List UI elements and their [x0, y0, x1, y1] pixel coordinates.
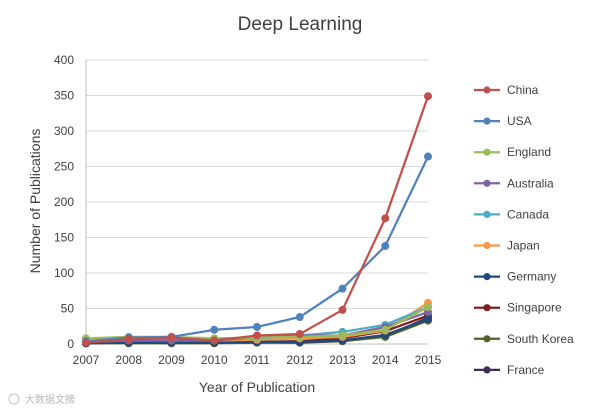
watermark-text: 大数据文摘 [25, 393, 75, 406]
legend-item-australia: Australia [474, 176, 554, 190]
chart-title: Deep Learning [238, 14, 363, 35]
legend-label: China [507, 83, 539, 97]
legend-item-china: China [474, 83, 539, 97]
y-tick-label: 150 [54, 231, 74, 245]
legend-marker [483, 179, 491, 187]
legend-item-usa: USA [474, 114, 532, 128]
data-point-england [338, 331, 347, 340]
axes: 0 50 100 150 200 250 300 350 400 2007 2008 2009 2010… [54, 53, 442, 367]
data-point-england [423, 303, 432, 312]
legend-label: England [507, 145, 551, 159]
data-point-usa [423, 152, 432, 161]
legend-item-singapore: Singapore [474, 301, 562, 315]
data-point-china [295, 330, 304, 339]
y-tick-label: 100 [54, 266, 74, 280]
y-axis-title: Number of Publications [27, 129, 43, 274]
y-tick-label: 350 [54, 89, 74, 103]
legend-marker [483, 148, 491, 156]
x-tick-label: 2012 [286, 353, 313, 367]
data-point-usa [381, 242, 390, 251]
grid [86, 59, 428, 345]
legend-marker [483, 304, 491, 312]
series-line-usa [85, 156, 430, 343]
legend-marker [483, 117, 491, 125]
legend-label: Canada [507, 207, 549, 221]
legend-item-england: England [474, 145, 551, 159]
x-tick-label: 2015 [415, 353, 442, 367]
series-china [82, 92, 432, 347]
watermark: 大数据文摘 [8, 393, 75, 406]
y-tick-label: 250 [54, 160, 74, 174]
legend-label: Australia [507, 176, 554, 190]
x-tick-label: 2010 [201, 353, 228, 367]
legend-marker [483, 335, 491, 343]
legend-item-japan: Japan [474, 239, 540, 253]
data-point-usa [252, 322, 261, 331]
y-tick-label: 0 [67, 337, 74, 351]
data-point-england [381, 325, 390, 334]
legend-label: Japan [507, 239, 540, 253]
legend-item-france: France [474, 363, 545, 377]
data-point-china [423, 92, 432, 101]
series-group [82, 92, 432, 348]
y-tick-label: 200 [54, 195, 74, 209]
legend-label: Singapore [507, 301, 562, 315]
legend-marker [483, 273, 491, 281]
legend-item-canada: Canada [474, 207, 549, 221]
data-point-usa [338, 284, 347, 293]
x-tick-label: 2008 [115, 353, 142, 367]
series-line-china [85, 95, 430, 344]
legend-label: Germany [507, 270, 556, 284]
legend: China USA England Australia Canada Japan Germa… [474, 83, 574, 377]
data-point-china [338, 305, 347, 314]
x-tick-label: 2014 [372, 353, 399, 367]
series-usa [82, 152, 432, 346]
legend-marker [483, 210, 491, 218]
y-tick-label: 50 [61, 302, 75, 316]
data-point-china [252, 331, 261, 340]
legend-marker [483, 366, 491, 374]
data-point-china [124, 335, 133, 344]
legend-label: South Korea [507, 332, 574, 346]
data-point-china [210, 336, 219, 345]
x-tick-label: 2007 [73, 353, 100, 367]
x-tick-label: 2009 [158, 353, 185, 367]
watermark-logo-icon [8, 393, 20, 405]
legend-label: France [507, 363, 545, 377]
data-point-usa [210, 325, 219, 334]
legend-marker [483, 241, 491, 250]
data-point-china [381, 214, 390, 223]
x-tick-label: 2013 [329, 353, 356, 367]
x-axis-title: Year of Publication [199, 379, 315, 395]
data-point-germany [423, 315, 432, 324]
legend-item-south-korea: South Korea [474, 332, 574, 346]
x-tick-label: 2011 [244, 353, 270, 367]
data-point-china [167, 333, 176, 342]
legend-marker [483, 86, 491, 94]
y-tick-label: 300 [54, 124, 74, 138]
data-point-china [82, 338, 91, 347]
legend-item-germany: Germany [474, 270, 556, 284]
y-tick-label: 400 [54, 53, 74, 67]
data-point-usa [295, 313, 304, 322]
legend-label: USA [507, 114, 532, 128]
